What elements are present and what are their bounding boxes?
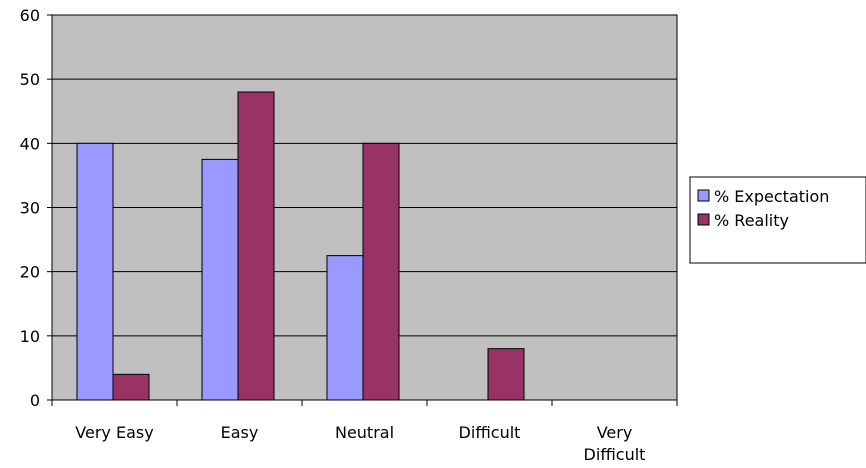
y-tick-label: 0 (30, 391, 40, 410)
bar-expectation-very-easy (76, 142, 114, 401)
y-tick-label: 50 (20, 70, 40, 89)
bar-reality-very-easy (112, 373, 150, 401)
legend-label-reality: % Reality (714, 211, 789, 230)
legend: % Expectation % Reality (689, 176, 866, 264)
legend-box (689, 176, 866, 264)
bars (76, 91, 525, 401)
y-tick-label: 30 (20, 199, 40, 218)
y-tick-label: 60 (20, 6, 40, 25)
x-tick-label: Difficult (459, 423, 521, 442)
bar-reality-easy (237, 91, 275, 401)
x-tick-label: Easy (221, 423, 259, 442)
bar-expectation-neutral (326, 255, 364, 401)
x-axis-tick-labels: Very Easy Easy Neutral Difficult Very Difficu… (75, 423, 645, 464)
y-tick-label: 40 (20, 134, 40, 153)
legend-swatch-expectation (697, 189, 710, 202)
x-tick-label: Very Easy (75, 423, 153, 442)
x-tick-label: Very Difficult (584, 423, 646, 464)
legend-label-expectation: % Expectation (714, 187, 829, 206)
axes (47, 14, 678, 406)
bar-expectation-easy (201, 158, 239, 401)
legend-swatch-reality (697, 213, 710, 226)
y-tick-label: 10 (20, 327, 40, 346)
y-axis-tick-labels: 0 10 20 30 40 50 60 (20, 6, 40, 410)
bar-reality-neutral (362, 142, 400, 401)
y-tick-label: 20 (20, 263, 40, 282)
bar-reality-difficult (487, 348, 525, 401)
x-tick-label: Neutral (335, 423, 394, 442)
